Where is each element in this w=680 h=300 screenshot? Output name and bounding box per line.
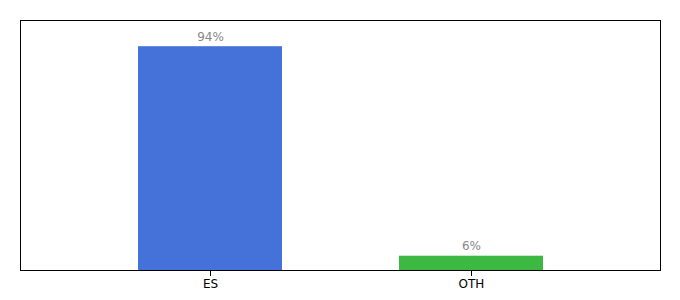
svg-text:6%: 6% (462, 239, 481, 253)
svg-text:OTH: OTH (459, 277, 485, 291)
svg-text:94%: 94% (197, 30, 224, 44)
svg-text:ES: ES (203, 277, 218, 291)
